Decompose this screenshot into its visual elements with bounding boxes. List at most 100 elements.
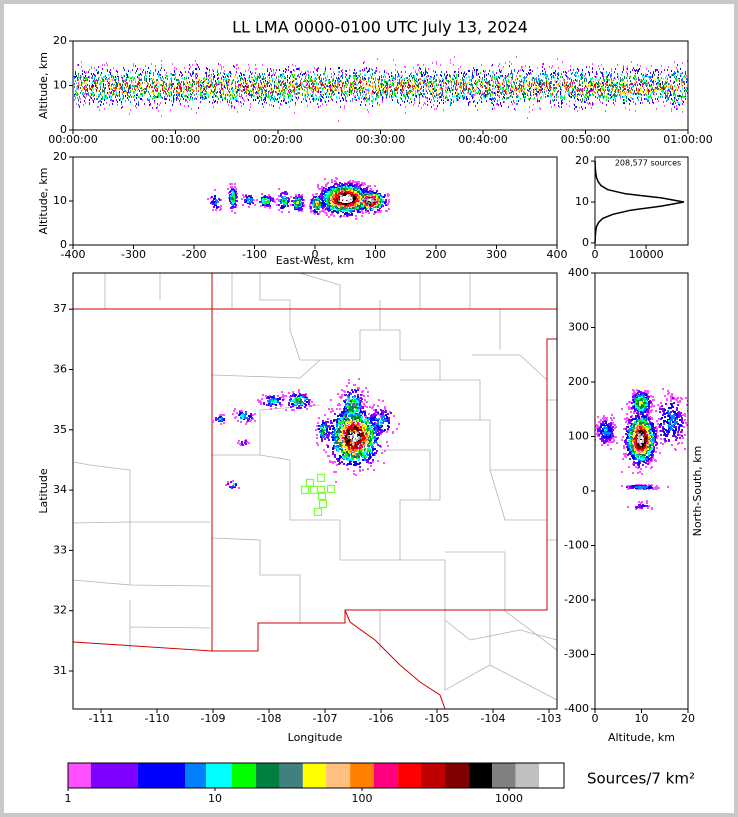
- colorbar-segment: [491, 763, 516, 788]
- x-tick-label: 10: [635, 712, 649, 725]
- x-tick-label: -108: [257, 712, 282, 725]
- colorbar-segment: [539, 763, 564, 788]
- y-tick-label: 100: [568, 430, 589, 443]
- y-tick-label: -100: [564, 539, 589, 552]
- density-cells: [219, 396, 382, 485]
- x-tick-label: 0: [592, 712, 599, 725]
- y-axis-label: Altitude, km: [37, 167, 50, 234]
- x-axis-label: Longitude: [288, 731, 343, 744]
- colorbar-segment: [206, 763, 232, 788]
- colorbar-segment: [373, 763, 399, 788]
- y-tick-label: 31: [53, 664, 67, 677]
- x-tick-label: -111: [89, 712, 114, 725]
- y-tick-label: 0: [582, 236, 589, 249]
- colorbar-tick-label: 1: [65, 792, 72, 805]
- density-cells: [345, 426, 364, 447]
- y-tick-label: 34: [53, 483, 67, 496]
- colorbar-segment: [421, 763, 446, 788]
- density-cells: [207, 177, 390, 220]
- annotation: 208,577 sources: [615, 159, 681, 168]
- x-tick-label: 0: [592, 248, 599, 261]
- y-tick-label: 20: [53, 150, 67, 163]
- y-tick-label: 300: [568, 321, 589, 334]
- colorbar-frame: [67, 762, 565, 789]
- station: [316, 473, 326, 483]
- station: [313, 507, 323, 517]
- x-tick-label: 00:00:00: [48, 133, 97, 146]
- y-tick-label: 20: [53, 34, 67, 47]
- colorbar-segment: [445, 763, 470, 788]
- y-tick-label: 0: [60, 238, 67, 251]
- x-axis-label: Altitude, km: [608, 731, 675, 744]
- x-tick-label: -106: [369, 712, 394, 725]
- density-cells: [340, 195, 371, 203]
- plot-frame: [594, 272, 689, 710]
- density-cells: [231, 187, 382, 211]
- colorbar-segment: [515, 763, 540, 788]
- x-tick-label: 00:30:00: [356, 133, 405, 146]
- plot-frame: [72, 156, 558, 246]
- x-tick-label: 100: [365, 248, 386, 261]
- density-cells: [74, 74, 686, 100]
- y-tick-label: 37: [53, 302, 67, 315]
- colorbar-segment: [469, 763, 492, 788]
- density-cells: [350, 433, 358, 442]
- colorbar-segment: [231, 763, 256, 788]
- x-tick-label: -109: [201, 712, 226, 725]
- colorbar-tick-label: 100: [352, 792, 373, 805]
- density-cells: [75, 70, 688, 105]
- x-tick-label: -110: [145, 712, 170, 725]
- x-tick-label: -107: [313, 712, 338, 725]
- x-tick-label: -200: [182, 248, 207, 261]
- density-cells: [640, 437, 643, 443]
- colorbar-tick-label: 1000: [495, 792, 523, 805]
- y-axis-label: Latitude: [37, 468, 50, 514]
- y-tick-label: -200: [564, 593, 589, 606]
- canvas: [4, 4, 734, 813]
- density-texture: [207, 177, 390, 220]
- y-tick-label: 33: [53, 543, 67, 556]
- colorbar-label: Sources/7 km²: [587, 770, 695, 788]
- x-tick-label: -104: [481, 712, 506, 725]
- x-tick-label: 00:40:00: [458, 133, 507, 146]
- y-tick-label: 36: [53, 362, 67, 375]
- density-cells: [84, 80, 673, 93]
- colorbar-segment: [68, 763, 91, 788]
- x-axis-label: East-West, km: [276, 254, 354, 267]
- station: [317, 491, 327, 500]
- x-tick-label: -400: [61, 248, 86, 261]
- map-borders: [73, 273, 557, 709]
- colorbar-segment: [137, 763, 185, 788]
- colorbar-segment: [350, 763, 374, 788]
- x-tick-label: 200: [426, 248, 447, 261]
- x-tick-label: -105: [425, 712, 450, 725]
- y-tick-label: 400: [568, 266, 589, 279]
- y-tick-label: 32: [53, 604, 67, 617]
- y-axis-label: Altitude, km: [37, 52, 50, 119]
- y-axis-label: North-South, km: [691, 446, 704, 537]
- y-tick-label: 0: [60, 123, 67, 136]
- density-cells: [210, 182, 387, 217]
- y-tick-label: 200: [568, 375, 589, 388]
- station: [326, 484, 336, 493]
- plot-frame: [72, 40, 689, 131]
- y-tick-label: 10: [53, 79, 67, 92]
- y-tick-label: 35: [53, 423, 67, 436]
- colorbar-segment: [255, 763, 280, 788]
- station: [318, 499, 328, 509]
- station: [309, 485, 319, 495]
- density-texture: [212, 378, 400, 489]
- y-tick-label: 20: [575, 154, 589, 167]
- colorbar-segment: [398, 763, 422, 788]
- colorbar-segment: [302, 763, 327, 788]
- histogram-line: [594, 161, 685, 244]
- x-tick-label: -300: [121, 248, 146, 261]
- x-tick-label: 00:50:00: [561, 133, 610, 146]
- y-tick-label: -300: [564, 648, 589, 661]
- x-tick-label: 300: [486, 248, 507, 261]
- x-tick-label: 00:10:00: [151, 133, 200, 146]
- x-tick-label: -100: [242, 248, 267, 261]
- y-tick-label: -400: [564, 702, 589, 715]
- colorbar-tick-label: 10: [208, 792, 222, 805]
